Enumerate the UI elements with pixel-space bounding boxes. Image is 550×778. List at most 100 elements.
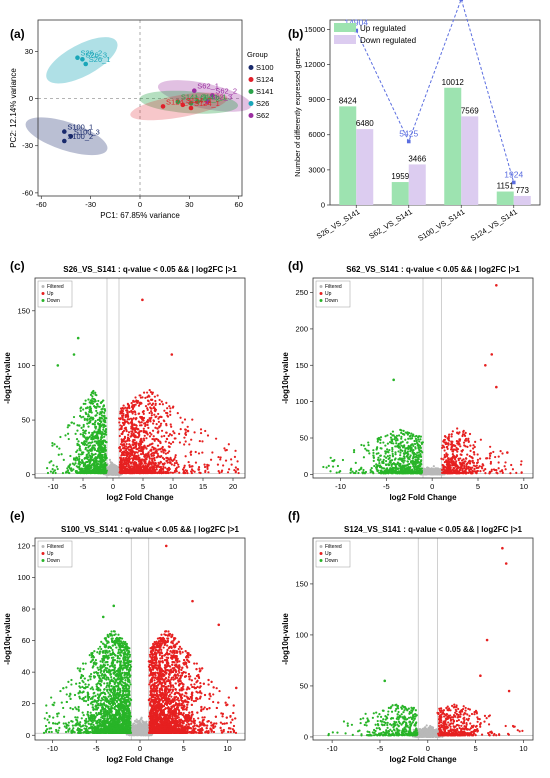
down-point	[420, 471, 423, 474]
up-point	[501, 452, 504, 455]
up-point	[236, 467, 240, 471]
filtered-point	[112, 472, 115, 475]
down-point	[367, 441, 370, 444]
down-point	[75, 438, 79, 441]
down-point	[103, 444, 107, 447]
up-point	[171, 441, 175, 444]
up-point	[179, 416, 182, 419]
up-point	[127, 433, 130, 436]
volcano-plot-d: S62_VS_S141 : q-value < 0.05 && | log2FC…	[281, 265, 534, 502]
up-point	[149, 420, 152, 423]
down-point	[78, 465, 81, 468]
up-point	[230, 458, 233, 461]
up-point	[153, 413, 156, 416]
panel-letter-f: (f)	[288, 509, 300, 523]
down-point	[102, 463, 105, 466]
x-tick-label: S100_VS_S141	[416, 207, 466, 243]
down-point	[104, 471, 108, 474]
down-point	[76, 449, 79, 452]
up-point	[184, 431, 187, 434]
up-point	[159, 440, 162, 443]
down-point	[90, 433, 93, 437]
up-point	[520, 460, 523, 463]
legend-label: S100	[256, 63, 274, 72]
up-point	[480, 465, 483, 468]
down-point	[78, 445, 81, 448]
pca-point-label: S62_1	[197, 82, 219, 91]
down-point	[72, 422, 76, 425]
up-point	[194, 461, 198, 464]
up-point	[234, 471, 237, 474]
up-point	[464, 439, 468, 442]
up-point	[460, 471, 463, 474]
up-point	[447, 438, 450, 441]
up-point	[154, 408, 158, 411]
down-point	[89, 455, 92, 458]
down-point	[66, 467, 69, 470]
down-point	[46, 467, 49, 470]
up-point	[174, 456, 177, 459]
down-point	[56, 467, 59, 471]
up-point	[130, 471, 133, 474]
y-tick-label: 200	[295, 324, 308, 333]
total-label: 5425	[399, 128, 418, 138]
up-point	[135, 424, 138, 427]
up-point	[152, 419, 155, 422]
up-point	[233, 455, 237, 458]
up-point	[467, 440, 470, 443]
up-point	[130, 457, 134, 460]
down-point	[329, 456, 332, 459]
down-point	[60, 453, 63, 456]
down-point	[102, 415, 105, 418]
y-tick-label: 150	[295, 361, 308, 370]
down-point	[81, 471, 85, 474]
down-point	[52, 464, 55, 467]
down-point	[104, 449, 107, 453]
up-point	[484, 472, 487, 475]
up-point	[182, 471, 185, 474]
up-point	[170, 425, 173, 428]
up-point	[124, 462, 127, 465]
up-point	[197, 468, 201, 471]
pca-point-label: S62_2	[215, 86, 237, 95]
down-point	[82, 429, 85, 432]
down-point	[399, 466, 402, 470]
down-point	[87, 464, 90, 467]
down-point	[103, 467, 107, 470]
up-point	[199, 471, 202, 475]
up-point	[173, 464, 176, 467]
up-point	[155, 437, 158, 441]
up-point	[151, 468, 155, 471]
up-point	[130, 402, 133, 405]
up-point	[118, 434, 121, 438]
up-point	[460, 464, 464, 467]
down-point	[69, 454, 72, 458]
down-point	[419, 435, 422, 438]
up-point	[443, 449, 446, 452]
pca-point	[160, 104, 166, 109]
up-point	[466, 445, 469, 449]
up-point	[159, 424, 162, 427]
up-point	[450, 446, 453, 449]
pca-point	[195, 99, 200, 105]
down-point	[101, 407, 104, 410]
up-point	[171, 471, 175, 474]
up-point	[149, 391, 153, 394]
down-point	[84, 402, 87, 405]
down-point	[85, 443, 88, 447]
filtered-point	[434, 468, 437, 471]
up-point	[167, 434, 170, 438]
down-point	[57, 453, 60, 456]
down-point	[61, 471, 65, 475]
down-point	[88, 401, 91, 404]
up-point	[206, 434, 210, 437]
down-point	[80, 426, 83, 430]
down-point	[376, 470, 379, 473]
down-point	[404, 438, 407, 441]
y-tick-label: 0	[304, 470, 308, 479]
up-point	[121, 470, 124, 473]
down-point	[87, 398, 90, 401]
down-point	[55, 445, 59, 448]
down-point	[367, 449, 370, 452]
up-point	[450, 440, 453, 443]
